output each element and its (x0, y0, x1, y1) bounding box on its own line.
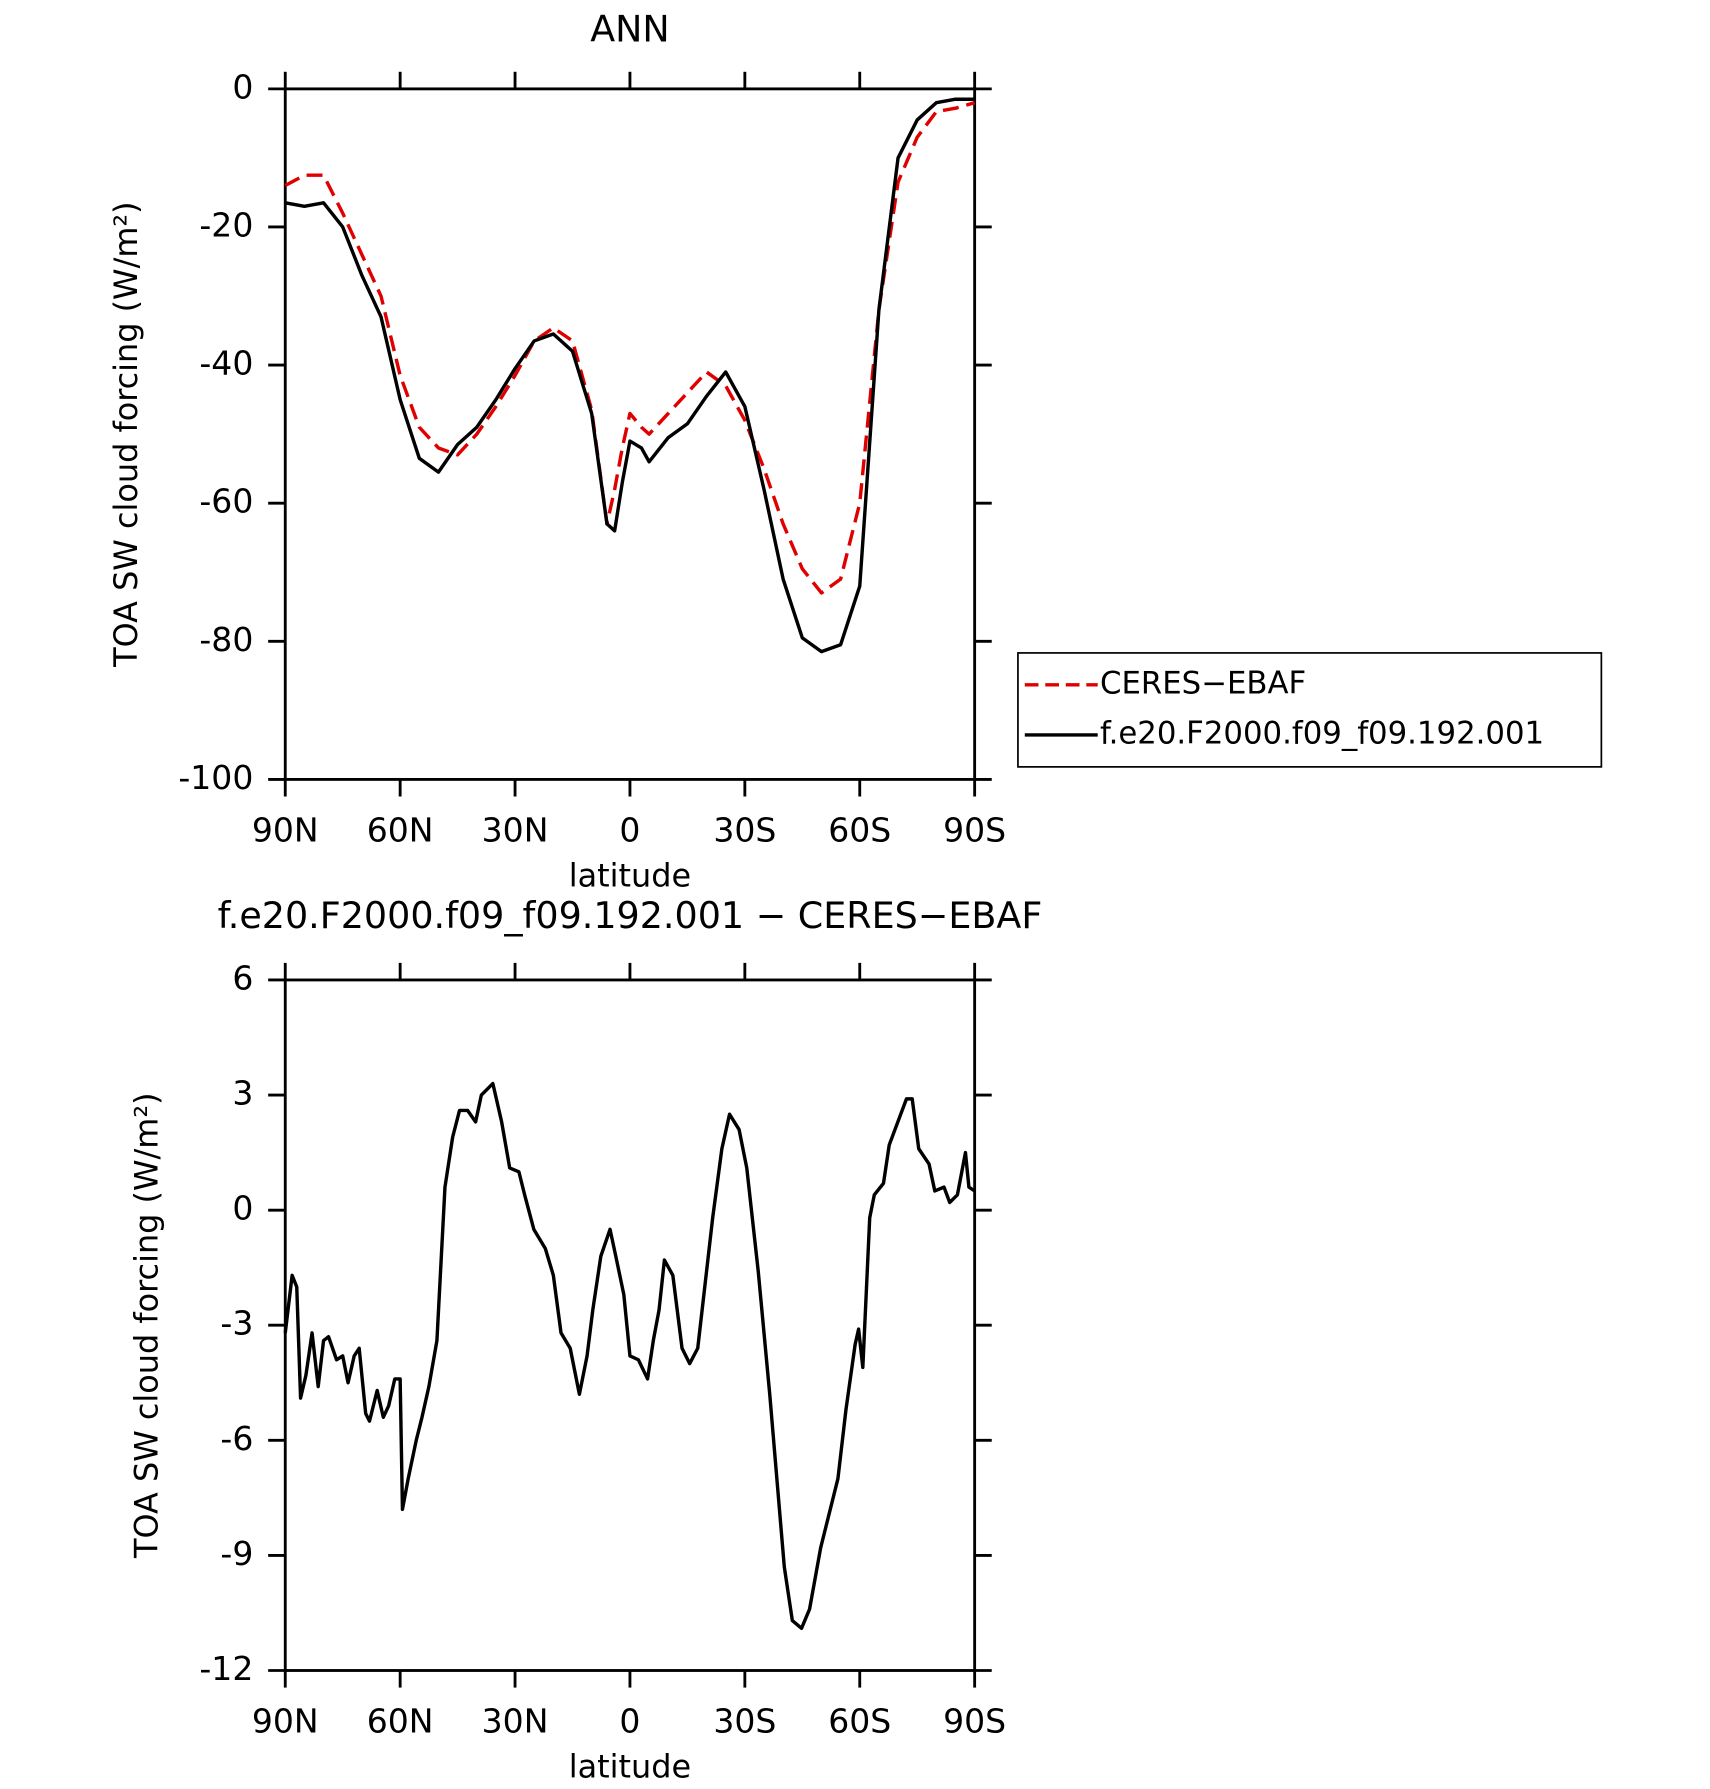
y-tick-label: -100 (178, 758, 253, 797)
plot-frame (283, 978, 977, 1672)
y-tick-label: -9 (220, 1534, 253, 1573)
x-axis-label: latitude (569, 856, 691, 894)
x-tick-label: 30S (713, 1701, 776, 1740)
y-tick-label: 0 (232, 67, 253, 106)
x-tick-label: 30N (482, 810, 549, 849)
y-tick-label: -80 (199, 620, 253, 659)
legend-box (1017, 652, 1603, 768)
data-line (284, 101, 976, 595)
y-axis-label: TOA SW cloud forcing (W/m²) (107, 201, 145, 668)
x-tick-label: 60N (367, 1701, 434, 1740)
x-tick-label: 60N (367, 810, 434, 849)
legend: CERES−EBAF f.e20.F2000.f09_f09.192.001 (1017, 652, 1603, 768)
y-tick-label: 0 (232, 1189, 253, 1228)
chart-title: ANN (590, 7, 669, 50)
data-line (283, 1081, 976, 1631)
y-tick-label: -20 (199, 205, 253, 244)
data-line (284, 97, 975, 654)
x-tick-label: 0 (619, 810, 640, 849)
y-tick-label: -40 (199, 344, 253, 383)
x-axis-label: latitude (569, 1747, 691, 1785)
x-tick-label: 90N (252, 1701, 319, 1740)
legend-label: CERES−EBAF (1100, 665, 1306, 701)
y-tick-label: -12 (199, 1649, 253, 1688)
x-tick-label: 90N (252, 810, 319, 849)
y-tick-label: -3 (220, 1304, 253, 1343)
y-tick-label: -60 (199, 482, 253, 521)
y-tick-label: 3 (232, 1074, 253, 1113)
legend-label: f.e20.F2000.f09_f09.192.001 (1100, 715, 1544, 751)
x-tick-label: 30S (713, 810, 776, 849)
y-tick-label: 6 (232, 958, 253, 997)
x-tick-label: 90S (943, 810, 1006, 849)
x-tick-label: 60S (828, 1701, 891, 1740)
y-tick-label: -6 (220, 1419, 253, 1458)
x-tick-label: 60S (828, 810, 891, 849)
x-tick-label: 30N (482, 1701, 549, 1740)
chart-title: f.e20.F2000.f09_f09.192.001 − CERES−EBAF (218, 894, 1043, 937)
x-tick-label: 90S (943, 1701, 1006, 1740)
x-tick-label: 0 (619, 1701, 640, 1740)
y-axis-label: TOA SW cloud forcing (W/m²) (128, 1092, 166, 1559)
